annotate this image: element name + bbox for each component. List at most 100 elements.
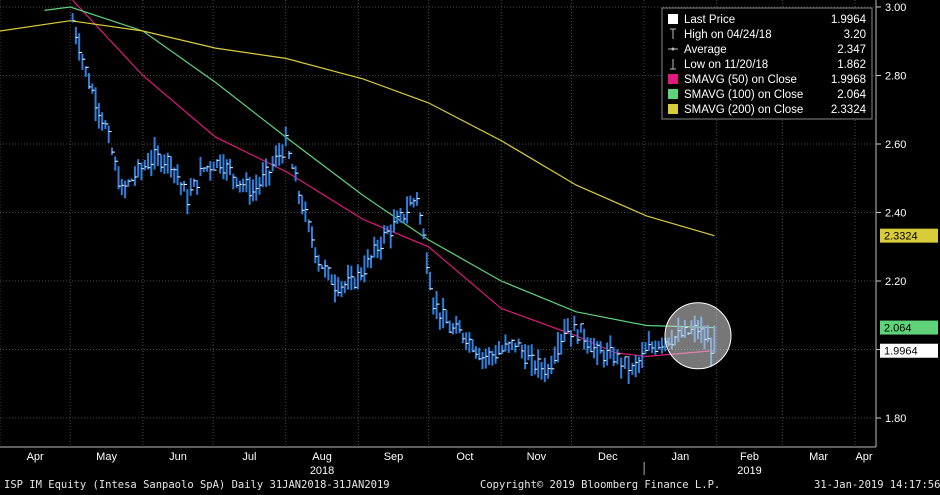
y-tick-label: 1.80: [885, 413, 906, 425]
sma-line-0: [72, 0, 715, 358]
price-bar: [265, 158, 270, 187]
legend-swatch: [668, 74, 678, 84]
axes: 3.002.802.602.402.202.001.80AprMayJunJul…: [0, 0, 938, 476]
price-bars: [71, 13, 716, 384]
legend-item: Low on 11/20/18 1.862: [670, 59, 866, 71]
y-tick-label: 2.20: [885, 276, 906, 288]
price-bar: [196, 180, 201, 195]
price-bar: [310, 226, 315, 248]
price-bar: [363, 255, 368, 283]
legend-value: 2.347: [837, 44, 866, 56]
axis-badge-bg: [880, 320, 938, 335]
price-bar: [288, 150, 293, 160]
axis-badge: 1.9964: [880, 343, 938, 358]
x-tick-label: Mar: [809, 451, 828, 463]
price-bar: [199, 156, 204, 177]
legend-item: Last Price 1.9964: [668, 14, 867, 26]
legend-item: SMAVG (200) on Close 2.3324: [668, 104, 867, 116]
axis-badge: 2.3324: [880, 228, 938, 243]
legend-value: 2.3324: [831, 104, 867, 116]
price-bar: [494, 345, 499, 364]
price-bar: [422, 228, 427, 240]
price-bar: [442, 297, 447, 329]
x-tick-label: Dec: [598, 451, 618, 463]
price-bar: [268, 170, 273, 186]
legend: Last Price 1.9964 High on 04/24/18 3.20 Aver…: [661, 7, 873, 120]
legend-item: SMAVG (100) on Close 2.064: [668, 89, 867, 101]
x-tick-label: Aug: [312, 451, 332, 463]
price-bar: [537, 349, 542, 378]
axis-badge: 2.064: [880, 320, 938, 335]
price-bar: [511, 339, 516, 351]
price-bar: [429, 271, 434, 291]
price-bar: [84, 66, 89, 77]
legend-value: 1.9964: [831, 14, 867, 26]
price-bar: [212, 161, 217, 171]
price-bar: [517, 338, 522, 348]
price-bar: [229, 158, 234, 176]
price-bar: [616, 349, 621, 365]
moving-average-lines: [0, 0, 715, 358]
legend-label: SMAVG (50) on Close: [684, 74, 797, 86]
price-bar: [294, 166, 299, 182]
legend-value: 2.064: [837, 89, 866, 101]
footer-security-info: ISP IM Equity (Intesa Sanpaolo SpA) Dail…: [4, 479, 390, 491]
legend-label: SMAVG (200) on Close: [684, 104, 803, 116]
price-bar: [189, 177, 194, 196]
sma-line-1: [44, 6, 715, 329]
legend-label: High on 04/24/18: [684, 29, 772, 41]
x-tick-label: Jul: [242, 451, 256, 463]
x-year-label: 2019: [737, 465, 761, 476]
price-bar: [317, 254, 322, 272]
price-bar: [524, 344, 529, 370]
axis-badge-bg: [880, 343, 938, 358]
price-bar: [281, 144, 286, 164]
price-bar: [350, 265, 355, 291]
footer-timestamp: 31-Jan-2019 14:17:56: [814, 479, 940, 491]
y-tick-label: 2.80: [885, 71, 906, 83]
price-bar: [327, 266, 332, 281]
price-bar: [71, 13, 76, 23]
x-tick-label: Feb: [740, 451, 759, 463]
price-bar: [573, 315, 578, 332]
price-bar: [284, 126, 289, 147]
legend-label: Low on 11/20/18: [684, 59, 768, 71]
price-bar: [156, 145, 161, 166]
legend-value: 1.862: [837, 59, 866, 71]
price-bar: [389, 224, 394, 249]
price-bar: [654, 340, 659, 355]
legend-item: SMAVG (50) on Close 1.9968: [668, 74, 866, 86]
y-tick-label: 2.40: [885, 208, 906, 220]
y-tick-label: 3.00: [885, 2, 906, 14]
price-bar: [232, 173, 237, 190]
price-bar: [620, 357, 625, 379]
sma-line-2: [0, 20, 715, 237]
legend-value: 3.20: [844, 29, 866, 41]
price-bar: [458, 320, 463, 334]
axis-badge-label: 2.064: [884, 323, 912, 335]
price-bar: [114, 156, 119, 171]
axis-badge-label: 1.9964: [884, 346, 918, 358]
price-bar: [78, 33, 83, 61]
x-tick-label: Nov: [527, 451, 547, 463]
legend-label: Last Price: [684, 14, 735, 26]
legend-label: SMAVG (100) on Close: [684, 89, 803, 101]
legend-swatch: [668, 89, 678, 99]
price-bar: [576, 329, 581, 344]
x-tick-label: Jun: [169, 451, 187, 463]
x-tick-label: Oct: [456, 451, 473, 463]
price-bar: [623, 356, 628, 369]
x-tick-label: May: [96, 451, 117, 463]
price-bar: [570, 330, 575, 347]
axis-badge-label: 2.3324: [884, 231, 918, 243]
axis-badge-bg: [880, 228, 938, 243]
legend-box: [661, 7, 873, 120]
y-tick-label: 2.60: [885, 139, 906, 151]
price-bar: [563, 319, 568, 343]
x-tick-label: Jan: [672, 451, 690, 463]
legend-item: High on 04/24/18 3.20: [670, 28, 866, 41]
price-bar: [304, 201, 309, 223]
legend-swatch: [668, 104, 678, 114]
price-bar: [419, 212, 424, 225]
price-bar: [379, 236, 384, 260]
